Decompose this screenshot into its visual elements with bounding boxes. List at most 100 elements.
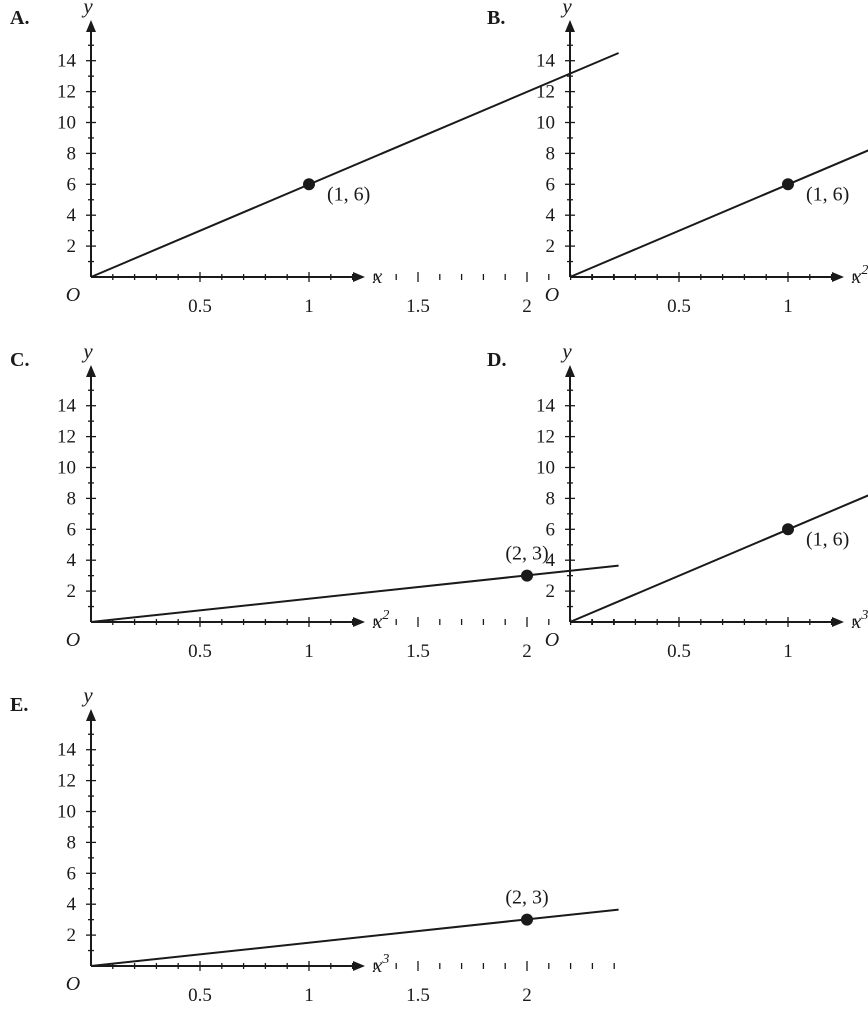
y-tick-label: 4: [546, 205, 556, 226]
x-axis-title-exponent: 3: [860, 608, 868, 623]
y-tick-label: 14: [57, 51, 77, 72]
x-axis-title: x: [372, 264, 383, 288]
x-tick-label: 1: [304, 985, 314, 1006]
data-line: [569, 494, 868, 623]
y-tick-label: 2: [67, 925, 77, 946]
y-tick-label: 10: [536, 113, 555, 134]
x-tick-label: 1: [304, 296, 314, 317]
data-line: [90, 908, 619, 967]
y-tick-label: 4: [546, 550, 556, 571]
y-tick-label: 8: [546, 488, 556, 509]
y-tick-label: 8: [546, 143, 556, 164]
y-tick-label: 6: [67, 863, 77, 884]
y-axis-arrow: [565, 20, 575, 32]
y-tick-label: 6: [67, 174, 77, 195]
x-axis-arrow: [832, 617, 844, 627]
option-label: D.: [487, 349, 506, 371]
data-point: [521, 569, 533, 582]
y-axis-title: y: [81, 683, 93, 707]
x-tick-label: 0.5: [188, 296, 212, 317]
y-tick-label: 14: [57, 740, 77, 761]
y-tick-label: 10: [536, 458, 555, 479]
y-tick-label: 10: [57, 113, 76, 134]
x-axis-arrow: [353, 272, 365, 282]
data-line: [90, 52, 619, 278]
option-label: E.: [10, 694, 28, 716]
data-point: [303, 178, 315, 191]
y-tick-label: 4: [67, 205, 77, 226]
x-tick-label: 1.5: [406, 641, 430, 662]
y-tick-label: 6: [546, 174, 556, 195]
y-tick-label: 14: [57, 396, 77, 417]
origin-label: O: [66, 629, 80, 651]
point-annotation: (1, 6): [327, 183, 370, 205]
x-tick-label: 0.5: [667, 641, 691, 662]
x-tick-label: 0.5: [667, 296, 691, 317]
y-tick-label: 12: [57, 82, 76, 103]
option-label: B.: [487, 7, 505, 29]
y-tick-label: 12: [536, 427, 555, 448]
point-annotation: (2, 3): [505, 543, 548, 565]
x-axis-title-exponent: 2: [861, 263, 868, 278]
y-axis-arrow: [86, 20, 96, 32]
y-tick-label: 12: [57, 427, 76, 448]
y-tick-label: 2: [546, 236, 556, 257]
y-axis-title: y: [560, 0, 572, 18]
x-tick-label: 1: [783, 641, 793, 662]
x-axis-title-exponent: 2: [382, 608, 389, 623]
data-point: [521, 913, 533, 926]
point-annotation: (2, 3): [505, 887, 548, 909]
y-tick-label: 12: [57, 771, 76, 792]
y-tick-label: 14: [536, 396, 556, 417]
option-label: A.: [10, 7, 29, 29]
y-tick-label: 2: [546, 581, 556, 602]
y-tick-label: 12: [536, 82, 555, 103]
option-label: C.: [10, 349, 29, 371]
y-tick-label: 6: [546, 519, 556, 540]
y-tick-label: 8: [67, 143, 77, 164]
origin-label: O: [545, 629, 559, 651]
y-axis-title: y: [81, 0, 93, 18]
x-tick-label: 1.5: [406, 985, 430, 1006]
x-tick-label: 1: [304, 641, 314, 662]
y-tick-label: 4: [67, 550, 77, 571]
y-tick-label: 8: [67, 832, 77, 853]
y-tick-label: 4: [67, 894, 77, 915]
x-axis-arrow: [353, 961, 365, 971]
x-tick-label: 0.5: [188, 985, 212, 1006]
x-axis-title-exponent: 3: [381, 952, 389, 967]
data-point: [782, 178, 794, 191]
x-tick-label: 2: [522, 641, 532, 662]
y-tick-label: 10: [57, 802, 76, 823]
y-tick-label: 6: [67, 519, 77, 540]
y-axis-title: y: [81, 339, 93, 363]
origin-label: O: [66, 973, 80, 995]
y-tick-label: 2: [67, 581, 77, 602]
x-tick-label: 1.5: [406, 296, 430, 317]
data-line: [90, 564, 619, 623]
origin-label: O: [66, 284, 80, 306]
y-tick-label: 14: [536, 51, 556, 72]
x-tick-label: 1: [783, 296, 793, 317]
y-tick-label: 2: [67, 236, 77, 257]
x-tick-label: 2: [522, 296, 532, 317]
y-axis-arrow: [565, 365, 575, 377]
data-line: [569, 149, 868, 278]
x-axis-arrow: [353, 617, 365, 627]
y-axis-arrow: [86, 365, 96, 377]
x-tick-label: 2: [522, 985, 532, 1006]
x-axis-arrow: [832, 272, 844, 282]
y-tick-label: 8: [67, 488, 77, 509]
graph-option-a: A. y x O 2 4 6 8 10 12 14 0.5 1 1.5 2 (1, 6): [10, 0, 619, 317]
x-tick-label: 0.5: [188, 641, 212, 662]
data-point: [782, 523, 794, 536]
y-axis-arrow: [86, 709, 96, 721]
y-tick-label: 10: [57, 458, 76, 479]
y-axis-title: y: [560, 339, 572, 363]
point-annotation: (1, 6): [806, 183, 849, 205]
